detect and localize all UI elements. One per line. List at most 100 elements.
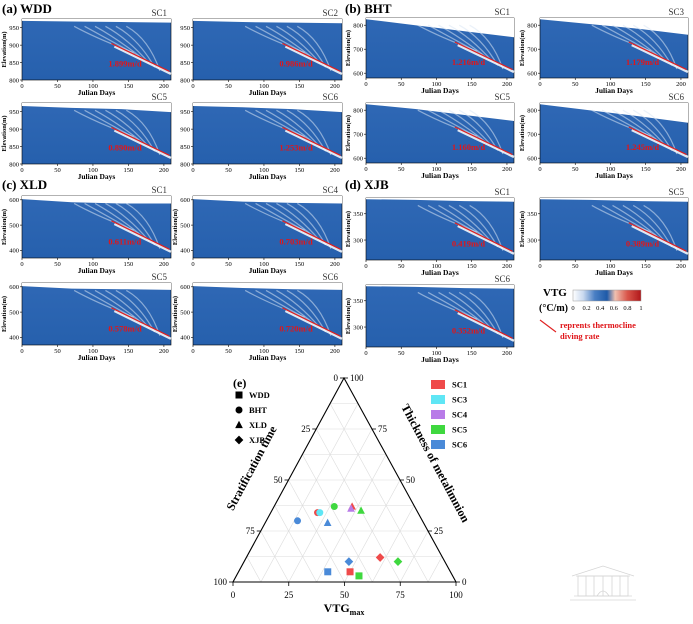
x-tick-label: 200 — [502, 166, 512, 173]
diving-rate-label: 0.611m/d — [108, 236, 141, 246]
x-tick-label: 100 — [259, 83, 269, 90]
y-axis-label: Elevation(m) — [519, 115, 526, 151]
vtg-streak — [612, 204, 662, 241]
left-tick-label: 0 — [334, 373, 339, 383]
vtg-streak — [601, 204, 657, 237]
x-axis-label: Julian Days — [78, 353, 116, 362]
group-label: (a) WDD — [2, 1, 52, 16]
x-axis-label: Julian Days — [421, 355, 459, 364]
heatmap-field — [192, 102, 343, 165]
y-tick-label: 700 — [527, 132, 537, 139]
x-tick-label: 100 — [432, 350, 442, 357]
x-tick-label: 100 — [259, 167, 269, 174]
water-surface-mask — [540, 198, 688, 202]
diving-rate-label: 0.389m/d — [626, 238, 660, 248]
heatmap-panel-15: SC6 0.352m/d 0 50 100 150 200 Julian Days 300 350… — [345, 274, 515, 364]
x-tick-label: 150 — [641, 263, 651, 270]
scenario-label: SC4 — [322, 185, 338, 195]
x-tick-label: 200 — [159, 261, 169, 268]
thermocline-band — [457, 311, 515, 342]
thermocline-diving-line — [282, 126, 341, 157]
grid-line — [246, 556, 262, 583]
vtg-streak — [84, 25, 140, 57]
y-tick-label: 950 — [9, 25, 19, 32]
x-axis-label: Julian Days — [78, 266, 116, 275]
thermocline-diving-line — [111, 126, 170, 157]
y-tick-label: 850 — [180, 144, 190, 151]
group-label: (d) XJB — [345, 177, 389, 192]
x-axis-label: Julian Days — [78, 172, 116, 181]
x-tick-label: 150 — [295, 167, 305, 174]
water-surface-mask — [22, 196, 171, 204]
x-tick-label: 200 — [159, 167, 169, 174]
scenario-label: SC1 — [494, 187, 510, 197]
panel-label: (e) — [233, 376, 246, 390]
y-axis-label: Elevation(m) — [1, 115, 8, 151]
bottom-tick-label: 100 — [449, 590, 463, 600]
y-tick-label: 700 — [527, 47, 537, 54]
water-surface-mask — [366, 285, 514, 289]
x-tick-label: 50 — [54, 83, 61, 90]
diving-rate-label: 0.352m/d — [452, 325, 486, 335]
y-tick-label: 900 — [180, 42, 190, 49]
heatmap-panel-3: SC5 0.890m/d 0 50 100 150 200 Julian Days 800 850… — [1, 92, 172, 181]
heatmap-panel-7: SC5 1.160m/d 0 50 100 150 200 Julian Days 600 700… — [345, 92, 515, 180]
diving-rate-label: 0.578m/d — [108, 323, 142, 333]
grid-line — [329, 403, 429, 583]
y-tick-label: 850 — [9, 144, 19, 151]
heatmap-field — [21, 18, 172, 81]
thermocline-band — [631, 224, 689, 255]
y-tick-label: 600 — [180, 197, 190, 204]
vtg-streak — [255, 109, 311, 141]
data-point — [355, 572, 363, 580]
x-tick-label: 0 — [20, 167, 23, 174]
scenario-label: SC2 — [322, 8, 338, 18]
color-legend-label: SC1 — [452, 380, 467, 390]
thermocline-diving-line — [111, 42, 170, 73]
y-tick-label: 900 — [9, 126, 19, 133]
x-tick-label: 150 — [295, 83, 305, 90]
heatmap-panel-9: (c) XLD SC1 0.611m/d 0 50 100 150 200 Julian Day… — [1, 177, 172, 275]
y-tick-label: 800 — [527, 108, 537, 115]
heatmap-field — [21, 102, 172, 165]
bottom-tick-label: 25 — [284, 590, 294, 600]
vtg-colorbar-tick: 0.8 — [623, 305, 631, 312]
x-tick-label: 200 — [502, 81, 512, 88]
thermocline-diving-line — [282, 307, 341, 337]
x-tick-label: 50 — [54, 348, 61, 355]
thermocline-band — [113, 309, 172, 340]
x-tick-label: 50 — [398, 166, 405, 173]
bottom-axis-title: VTGmax — [324, 601, 365, 617]
vtg-streak — [255, 289, 311, 322]
vtg-colorbar — [572, 289, 642, 302]
vtg-streak — [265, 25, 316, 61]
heatmap-panel-14: SC5 0.389m/d 0 50 100 150 200 Julian Days 300 350… — [519, 187, 689, 277]
y-tick-label: 600 — [353, 71, 363, 78]
scenario-label: SC5 — [151, 272, 167, 282]
left-tick-label: 50 — [274, 475, 284, 485]
x-tick-label: 0 — [538, 81, 541, 88]
grid-line — [302, 454, 373, 583]
thermocline-diving-line — [111, 220, 170, 250]
data-point — [347, 504, 355, 512]
x-tick-label: 200 — [676, 81, 686, 88]
vtg-streak — [438, 24, 488, 59]
thermocline-diving-line — [628, 222, 687, 252]
vtg-streak — [255, 202, 311, 235]
y-tick-label: 500 — [9, 222, 19, 229]
water-surface-mask — [22, 19, 171, 23]
x-tick-label: 200 — [502, 350, 512, 357]
diving-rate-label: 0.890m/d — [108, 143, 142, 153]
marker-legend-symbol — [234, 435, 244, 445]
y-tick-label: 800 — [353, 23, 363, 30]
thermocline-band — [631, 43, 689, 74]
color-legend-label: SC4 — [452, 410, 468, 420]
diving-rate-label: 0.703m/d — [279, 236, 313, 246]
diving-rate-label: 1.245m/d — [626, 142, 660, 152]
x-tick-label: 100 — [432, 81, 442, 88]
color-legend-swatch — [431, 440, 445, 449]
data-point — [344, 557, 354, 566]
marker-legend-label: WDD — [249, 390, 270, 400]
